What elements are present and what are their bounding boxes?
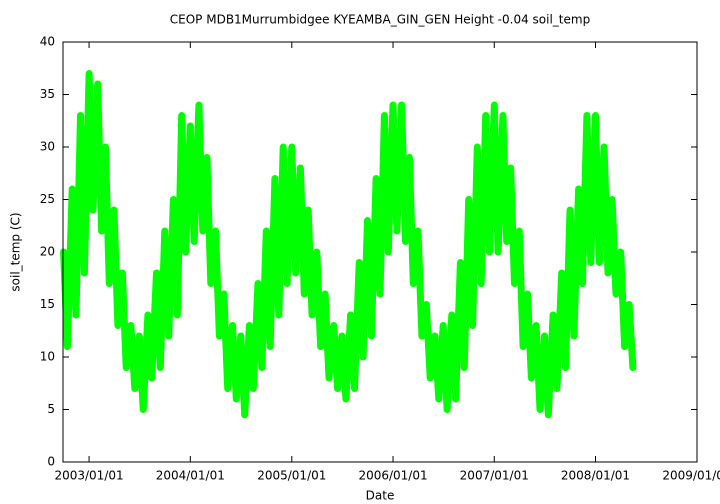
x-tick-label: 2004/01/01 [156, 469, 225, 483]
x-tick-label: 2009/01/01 [662, 469, 720, 483]
x-tick-label: 2006/01/01 [358, 469, 427, 483]
x-tick-label: 2003/01/01 [54, 469, 123, 483]
plot-frame [62, 41, 698, 463]
y-tick-label: 10 [40, 350, 55, 364]
y-tick-label: 40 [40, 35, 55, 49]
y-tick-label: 0 [47, 455, 55, 469]
x-tick-label: 2005/01/01 [257, 469, 326, 483]
y-axis-label: soil_temp (C) [9, 212, 23, 291]
x-tick-label: 2007/01/01 [460, 469, 529, 483]
y-tick-label: 20 [40, 245, 55, 259]
data-line [60, 70, 637, 419]
y-tick-label: 5 [47, 402, 55, 416]
chart-title: CEOP MDB1Murrumbidgee KYEAMBA_GIN_GEN He… [170, 13, 590, 27]
x-axis-label: Date [366, 489, 395, 503]
y-tick-label: 15 [40, 297, 55, 311]
x-tick-label: 2008/01/01 [561, 469, 630, 483]
y-tick-label: 25 [40, 192, 55, 206]
y-tick-label: 30 [40, 140, 55, 154]
y-tick-label: 35 [40, 87, 55, 101]
